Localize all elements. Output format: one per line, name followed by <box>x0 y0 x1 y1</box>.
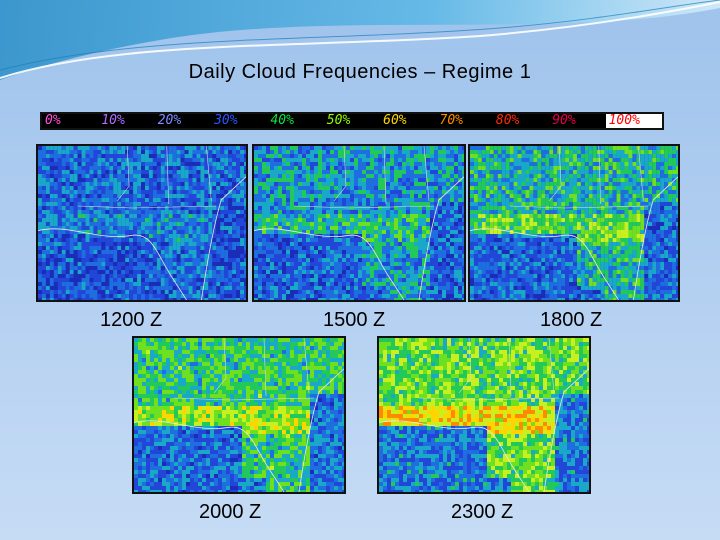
label-1500z: 1500 Z <box>323 309 386 331</box>
cloud-map-2300z <box>377 336 591 494</box>
header-swoosh <box>0 0 720 80</box>
color-scale-label: 40% <box>270 113 294 128</box>
label-1200z: 1200 Z <box>100 309 163 331</box>
color-scale-label: 20% <box>157 113 182 128</box>
color-scale-label: 70% <box>439 113 463 128</box>
label-2000z: 2000 Z <box>199 501 262 523</box>
color-scale-legend: 0% 10% 20% 30% 40% 50% 60% 70% 80% 90% 100% <box>40 112 664 130</box>
color-scale-label: 90% <box>552 113 576 128</box>
color-scale-label: 30% <box>214 113 238 128</box>
label-2300z: 2300 Z <box>451 501 514 523</box>
label-1800z: 1800 Z <box>540 309 603 331</box>
color-scale-label: 0% <box>45 113 61 128</box>
color-scale-label: 80% <box>495 113 520 128</box>
color-scale-label: 10% <box>101 113 125 128</box>
cloud-map-1500z <box>252 144 466 302</box>
slide-title: Daily Cloud Frequencies – Regime 1 <box>188 61 532 83</box>
color-scale-label: 100% <box>605 114 662 128</box>
cloud-map-2000z <box>132 336 346 494</box>
color-scale-label: 60% <box>383 113 407 128</box>
color-scale-label: 50% <box>326 113 351 128</box>
cloud-map-1800z <box>468 144 680 302</box>
cloud-map-1200z <box>36 144 248 302</box>
